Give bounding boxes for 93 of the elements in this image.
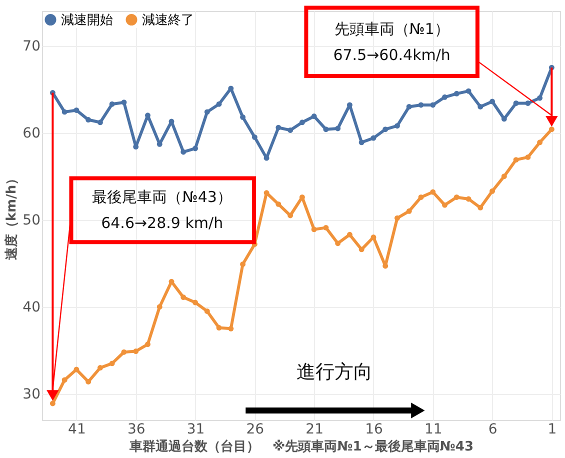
x-tick-label: 41 xyxy=(68,422,86,438)
y-tick-label: 70 xyxy=(22,38,40,54)
point xyxy=(418,102,424,108)
point xyxy=(192,146,198,152)
point xyxy=(525,100,531,106)
point xyxy=(276,201,282,207)
point xyxy=(145,342,150,348)
point xyxy=(86,378,92,384)
x-tick-label: 6 xyxy=(488,422,498,438)
point xyxy=(406,104,412,110)
point xyxy=(180,149,186,155)
point xyxy=(323,126,329,132)
point xyxy=(466,88,472,94)
x-tick-label: 16 xyxy=(365,422,383,438)
point xyxy=(382,126,388,132)
point xyxy=(478,204,484,210)
point xyxy=(109,360,115,366)
point xyxy=(276,124,282,130)
point xyxy=(454,90,460,96)
annotation: 最後尾車両（№43） 64.6→28.9 km/h xyxy=(92,188,232,232)
point xyxy=(121,349,127,355)
point xyxy=(252,134,258,140)
annotation: 先頭車両（№1） 67.5→60.4km/h xyxy=(333,20,450,64)
point xyxy=(204,308,210,314)
x-tick-label: 36 xyxy=(127,422,146,438)
point xyxy=(466,196,472,202)
point xyxy=(501,116,507,122)
point xyxy=(240,114,246,120)
point xyxy=(513,100,519,106)
point xyxy=(406,208,412,214)
point xyxy=(335,126,341,132)
x-axis-title: 車群通過台数（台目） ※先頭車両№1～最後尾車両№43 xyxy=(128,438,474,454)
point xyxy=(228,326,234,332)
point xyxy=(109,101,115,107)
point xyxy=(454,194,460,200)
x-tick-label: 31 xyxy=(186,422,205,438)
legend-label: 減速開始 xyxy=(61,12,113,28)
point xyxy=(204,109,210,115)
point xyxy=(97,365,103,371)
x-tick-label: 26 xyxy=(246,422,264,438)
point xyxy=(490,98,496,104)
point xyxy=(121,100,127,106)
point xyxy=(62,109,68,115)
point xyxy=(358,246,364,252)
point xyxy=(346,232,352,238)
point xyxy=(216,325,222,330)
y-tick-label: 40 xyxy=(22,299,40,316)
point xyxy=(180,294,186,300)
point xyxy=(97,120,103,126)
point xyxy=(548,126,554,132)
point xyxy=(490,188,496,194)
legend-label: 減速終了 xyxy=(142,12,194,28)
point xyxy=(311,226,317,232)
point xyxy=(537,95,543,101)
x-tick-label: 1 xyxy=(548,422,557,438)
x-tick-label: 11 xyxy=(424,422,442,438)
point xyxy=(430,189,436,195)
point xyxy=(133,348,139,354)
point xyxy=(288,127,294,133)
point xyxy=(74,107,80,113)
point xyxy=(240,262,246,267)
point xyxy=(50,400,56,406)
point xyxy=(430,102,436,108)
point xyxy=(442,94,448,100)
point xyxy=(299,120,305,126)
x-tick-label: 21 xyxy=(306,422,324,438)
point xyxy=(62,377,68,383)
point xyxy=(358,140,364,146)
point xyxy=(501,174,507,180)
point xyxy=(133,144,139,150)
point xyxy=(216,101,222,107)
y-tick-label: 50 xyxy=(22,212,40,228)
point xyxy=(74,366,80,372)
point xyxy=(525,154,531,160)
point xyxy=(156,304,162,310)
point xyxy=(288,212,294,218)
point xyxy=(418,194,424,200)
point xyxy=(478,104,484,110)
point xyxy=(311,114,317,120)
point xyxy=(513,157,519,163)
point xyxy=(323,224,329,230)
y-tick-label: 60 xyxy=(22,125,40,142)
point xyxy=(394,215,400,221)
point xyxy=(86,117,92,123)
point xyxy=(370,135,376,141)
point xyxy=(442,202,448,208)
y-axis-title: 速度（km/h） xyxy=(4,172,20,260)
point xyxy=(394,123,400,129)
point xyxy=(192,300,198,306)
point xyxy=(537,140,543,146)
y-tick-label: 30 xyxy=(22,386,40,402)
annotation: 進行方向 xyxy=(296,361,372,384)
point xyxy=(335,240,341,246)
